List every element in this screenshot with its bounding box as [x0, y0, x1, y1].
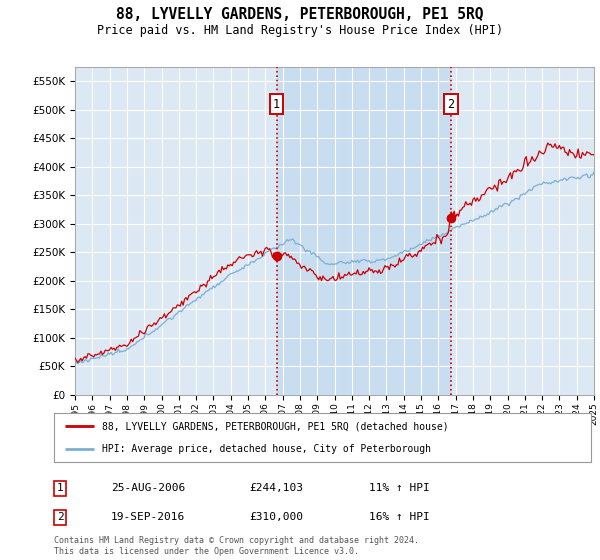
Text: 2: 2: [447, 98, 454, 111]
Text: 88, LYVELLY GARDENS, PETERBOROUGH, PE1 5RQ (detached house): 88, LYVELLY GARDENS, PETERBOROUGH, PE1 5…: [103, 421, 449, 431]
Text: 11% ↑ HPI: 11% ↑ HPI: [369, 483, 430, 493]
Text: 1: 1: [273, 98, 280, 111]
Text: Contains HM Land Registry data © Crown copyright and database right 2024.
This d: Contains HM Land Registry data © Crown c…: [54, 536, 419, 556]
Text: 16% ↑ HPI: 16% ↑ HPI: [369, 512, 430, 522]
Text: 88, LYVELLY GARDENS, PETERBOROUGH, PE1 5RQ: 88, LYVELLY GARDENS, PETERBOROUGH, PE1 5…: [116, 7, 484, 22]
Text: HPI: Average price, detached house, City of Peterborough: HPI: Average price, detached house, City…: [103, 444, 431, 454]
Bar: [277, 67, 451, 395]
Text: Price paid vs. HM Land Registry's House Price Index (HPI): Price paid vs. HM Land Registry's House …: [97, 24, 503, 36]
Text: 2: 2: [56, 512, 64, 522]
Text: £310,000: £310,000: [249, 512, 303, 522]
Text: £244,103: £244,103: [249, 483, 303, 493]
Text: 1: 1: [56, 483, 64, 493]
Text: 25-AUG-2006: 25-AUG-2006: [111, 483, 185, 493]
Text: 19-SEP-2016: 19-SEP-2016: [111, 512, 185, 522]
